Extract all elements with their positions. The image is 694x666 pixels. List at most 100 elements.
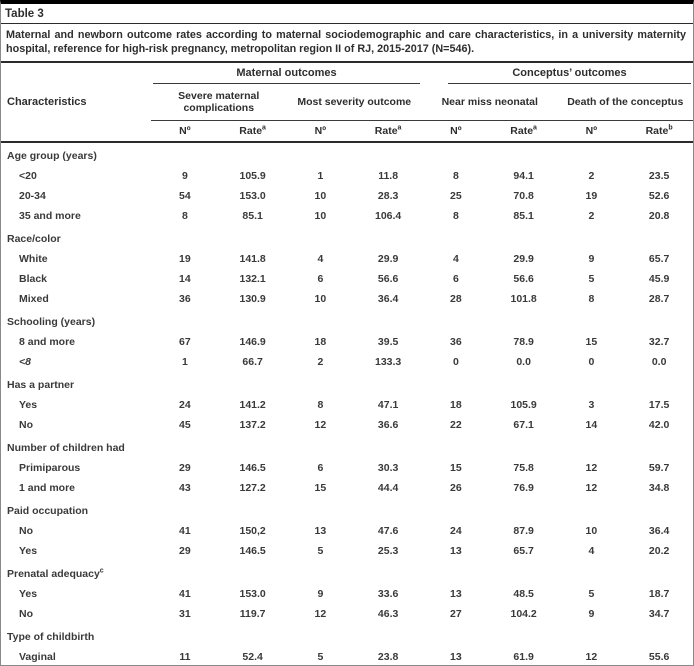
col-header-n-1: Nº	[151, 120, 219, 144]
cell-value: 14	[179, 273, 191, 286]
cell-value: 36.6	[377, 419, 399, 432]
cell-value: 43	[179, 482, 191, 495]
cell-value: 8	[588, 293, 595, 306]
cell-value: 24	[179, 399, 191, 412]
table-row: Mixed 36 130.9 10 36.4 28 101.8 8 28.7	[1, 289, 693, 309]
table-body: Age group (years) <20 9 105.9 1 11.8 8 94.1 2 23.…	[1, 142, 693, 665]
section-label: Paid occupation	[7, 504, 89, 517]
cell-value: 20.8	[648, 210, 670, 223]
cell-value: 17.5	[648, 399, 670, 412]
cell-value: 45.9	[648, 273, 670, 286]
cell-value: 56.6	[513, 273, 534, 286]
row-label: Primiparous	[19, 462, 81, 475]
cell-value: 45	[179, 419, 191, 432]
cell-value: 28	[450, 293, 462, 306]
cell-value: 20.2	[648, 545, 670, 558]
section-header-row: Prenatal adequacyc	[1, 561, 693, 584]
cell-value: 105.9	[510, 399, 537, 412]
cell-value: 4	[317, 253, 324, 266]
table-row: No 31 119.7 12 46.3 27 104.2 9 34.7	[1, 604, 693, 624]
table-row: <20 9 105.9 1 11.8 8 94.1 2 23.5	[1, 166, 693, 186]
outcomes-table: Characteristics Maternal outcomes Concep…	[1, 63, 693, 665]
cell-value: 15	[585, 336, 598, 349]
section-label: Schooling (years)	[7, 315, 96, 328]
cell-value: 70.8	[513, 190, 534, 203]
cell-value: 5	[317, 545, 324, 558]
cell-value: 44.4	[377, 482, 399, 495]
cell-value: 26	[450, 482, 462, 495]
row-label: No	[19, 608, 33, 621]
section-label: Type of childbirth	[7, 630, 95, 643]
cell-value: 0	[588, 356, 595, 369]
cell-value: 10	[314, 190, 327, 203]
cell-value: 67	[179, 336, 191, 349]
cell-value: 66.7	[242, 356, 263, 369]
cell-value: 24	[450, 525, 462, 538]
section-header-row: Number of children had	[1, 435, 693, 458]
section-header-row: Type of childbirth	[1, 624, 693, 647]
cell-value: 41	[179, 525, 191, 538]
cell-value: 8	[181, 210, 188, 223]
cell-value: 18.7	[648, 588, 670, 601]
section-label: Has a partner	[7, 378, 75, 391]
cell-value: 28.7	[648, 293, 670, 306]
cell-value: 4	[452, 253, 459, 266]
cell-value: 15	[314, 482, 327, 495]
cell-value: 12	[585, 482, 598, 495]
row-label: 35 and more	[19, 210, 81, 223]
cell-value: 12	[585, 462, 598, 475]
table-row: Primiparous 29 146.5 6 30.3 15 75.8 12 59.7	[1, 458, 693, 478]
cell-value: 52.4	[242, 651, 263, 664]
cell-value: 0.0	[651, 356, 667, 369]
cell-value: 106.4	[374, 210, 402, 223]
cell-value: 75.8	[513, 462, 534, 475]
table-title: Table 3	[1, 4, 693, 24]
cell-value: 6	[452, 273, 459, 286]
section-header-row: Schooling (years)	[1, 309, 693, 332]
table-row: Yes 24 141.2 8 47.1 18 105.9 3 17.5	[1, 395, 693, 415]
row-label: No	[19, 525, 33, 538]
cell-value: 127.2	[239, 482, 266, 495]
cell-value: 39.5	[377, 336, 399, 349]
cell-value: 101.8	[510, 293, 537, 306]
cell-value: 36	[450, 336, 462, 349]
table-row: No 45 137.2 12 36.6 22 67.1 14 42.0	[1, 415, 693, 435]
table-row: Yes 29 146.5 5 25.3 13 65.7 4 20.2	[1, 541, 693, 561]
cell-value: 47.1	[377, 399, 399, 412]
cell-value: 12	[314, 419, 327, 432]
cell-value: 61.9	[513, 651, 534, 664]
cell-value: 55.6	[648, 651, 670, 664]
cell-value: 19	[179, 253, 191, 266]
cell-value: 36	[179, 293, 191, 306]
cell-value: 18	[450, 399, 462, 412]
col-header-n-3: Nº	[422, 120, 490, 144]
col-header-rate-1: Ratea	[218, 120, 287, 144]
cell-value: 25.3	[377, 545, 399, 558]
cell-value: 15	[450, 462, 462, 475]
section-header-row: Race/color	[1, 226, 693, 249]
table-row: No 41 150,2 13 47.6 24 87.9 10 36.4	[1, 521, 693, 541]
row-label: Vaginal	[19, 651, 56, 664]
cell-value: 29.9	[513, 253, 534, 266]
subheader-near-miss-neonatal: Near miss neonatal	[422, 84, 558, 122]
cell-value: 41	[179, 588, 191, 601]
cell-value: 11	[179, 651, 191, 664]
cell-value: 9	[588, 253, 595, 266]
cell-value: 132.1	[239, 273, 266, 286]
section-label: Race/color	[7, 232, 61, 245]
table-row: 20-34 54 153.0 10 28.3 25 70.8 19 52.6	[1, 186, 693, 206]
cell-value: 5	[588, 273, 595, 286]
cell-value: 10	[585, 525, 598, 538]
col-header-rate-4: Rateb	[625, 120, 693, 144]
cell-value: 8	[317, 399, 324, 412]
cell-value: 11.8	[378, 170, 399, 183]
cell-value: 2	[588, 210, 595, 223]
cell-value: 36.4	[648, 525, 670, 538]
cell-value: 42.0	[648, 419, 670, 432]
cell-value: 52.6	[648, 190, 670, 203]
cell-value: 9	[588, 608, 595, 621]
cell-value: 34.7	[648, 608, 670, 621]
cell-value: 13	[450, 545, 462, 558]
table-row: Black 14 132.1 6 56.6 6 56.6 5 45.9	[1, 269, 693, 289]
cell-value: 59.7	[648, 462, 670, 475]
